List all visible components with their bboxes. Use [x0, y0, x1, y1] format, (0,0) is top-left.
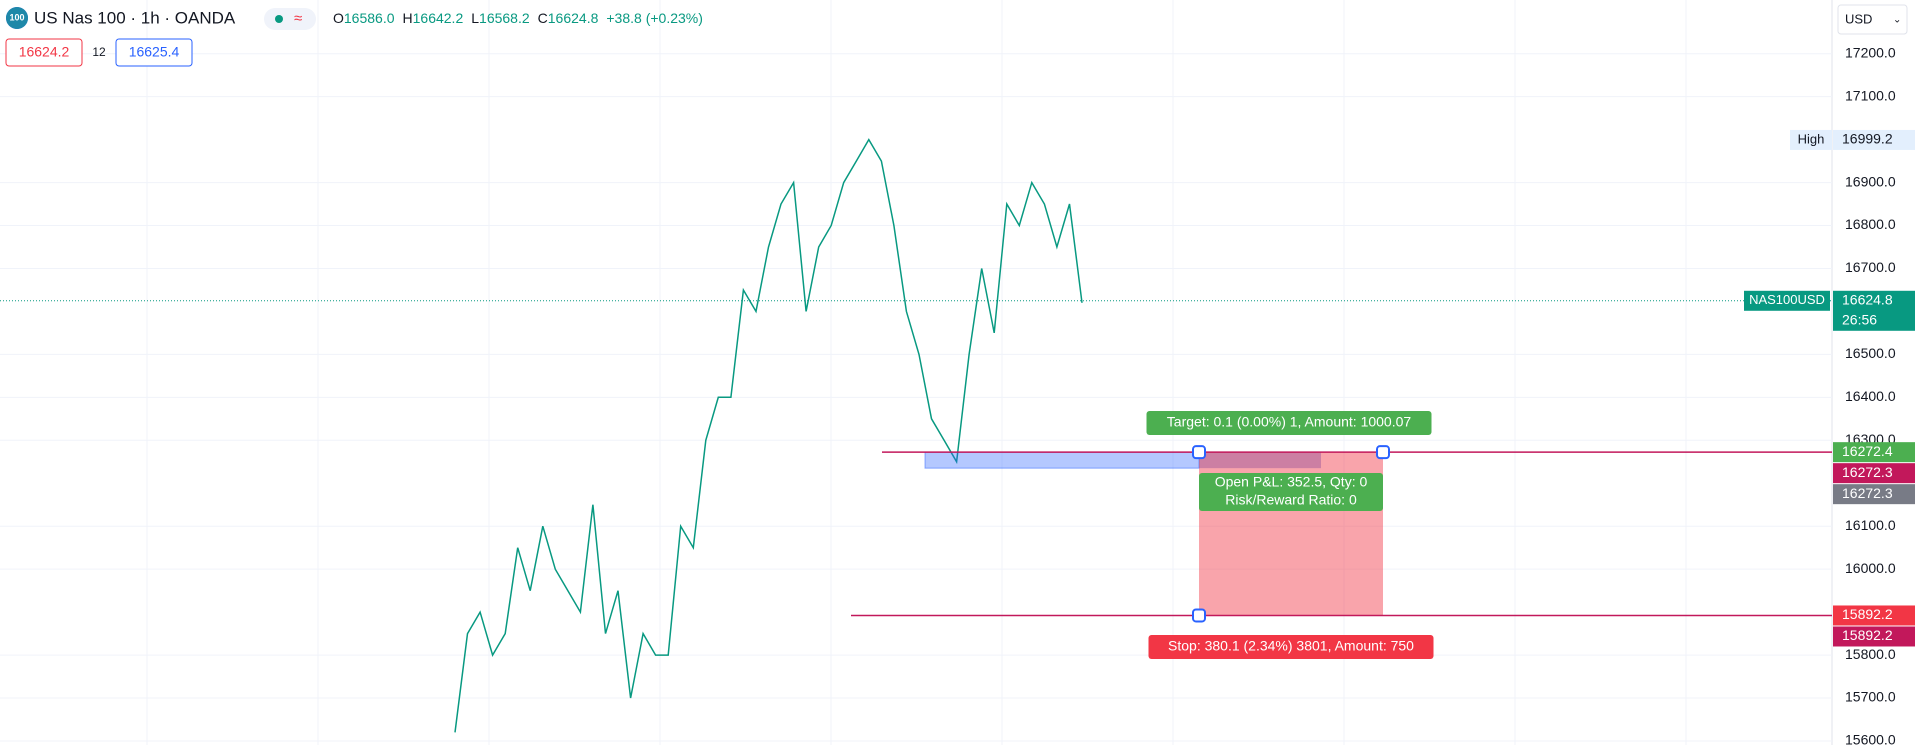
price-tag-label: 16272.4	[1842, 443, 1893, 459]
ohlc-key: C	[538, 10, 548, 26]
symbol-icon-text: 100	[9, 12, 24, 22]
buy-price: 16625.4	[129, 44, 180, 60]
last-price-tag	[1833, 290, 1915, 331]
delayed-icon: ≈	[294, 10, 302, 27]
ohlc-key: H	[403, 10, 413, 26]
price-tag	[1833, 442, 1915, 463]
sell-button[interactable]	[5, 38, 83, 67]
price-line	[454, 138, 1083, 733]
symbol-icon-fill	[6, 7, 28, 29]
plot: Target: 0.1 (0.00%) 1, Amount: 1000.07 Op…	[0, 138, 1832, 733]
high-label: High	[1798, 131, 1825, 146]
y-tick-label: 16000.0	[1845, 560, 1896, 576]
buy-button[interactable]	[115, 38, 193, 67]
y-tick-label: 16700.0	[1845, 259, 1896, 275]
y-tick-label: 17100.0	[1845, 87, 1896, 103]
drag-handle[interactable]	[1192, 608, 1206, 623]
price-tag	[1833, 626, 1915, 647]
ohlc-value: 16624.8	[548, 10, 599, 26]
y-tick-label: 16500.0	[1845, 345, 1896, 361]
grid	[0, 0, 1832, 745]
target-box	[1146, 411, 1432, 435]
y-tick-label: 16100.0	[1845, 517, 1896, 533]
price-tag-label: 16272.3	[1842, 464, 1893, 480]
countdown: 26:56	[1842, 311, 1877, 327]
last-price: 16624.8	[1842, 291, 1893, 307]
ohlc-values: O16586.0 H16642.2 L16568.2 C16624.8 +38.8 (+…	[333, 10, 703, 26]
currency: USD	[1845, 11, 1872, 26]
pnl-zone	[1199, 452, 1321, 469]
ohlc-value: 16586.0	[344, 10, 395, 26]
ohlc-value: 16642.2	[413, 10, 464, 26]
ohlc-value: 16568.2	[479, 10, 530, 26]
target-label: Target: 0.1 (0.00%) 1, Amount: 1000.07	[1167, 414, 1412, 430]
high-label-bg	[1790, 129, 1832, 150]
pnl-box	[1199, 473, 1383, 511]
price-tag	[1833, 484, 1915, 505]
price-axis: 17200.0 17100.0 16900.0 16800.0 16700.0 16500…	[1744, 44, 1915, 745]
sell-price: 16624.2	[19, 44, 70, 60]
y-tick-label: 17200.0	[1845, 44, 1896, 60]
header: 100 US Nas 100 · 1h · OANDA ≈ O16586.0 H1…	[5, 4, 1908, 67]
market-open-dot	[275, 15, 283, 23]
price-tag-label: 15892.2	[1842, 606, 1893, 622]
high-tag	[1833, 129, 1915, 150]
status-pill[interactable]	[264, 8, 316, 30]
entry-range	[924, 451, 1200, 469]
price-tag-label: 15892.2	[1842, 627, 1893, 643]
symbol-title[interactable]: US Nas 100 · 1h · OANDA	[34, 8, 236, 27]
pnl-label: Open P&L: 352.5, Qty: 0	[1215, 474, 1368, 490]
ohlc-key: O	[333, 10, 344, 26]
y-tick-label: 15600.0	[1845, 732, 1896, 745]
price-tag	[1833, 605, 1915, 626]
stop-box	[1148, 635, 1434, 659]
symbol-tag	[1744, 290, 1830, 311]
stop-label: Stop: 380.1 (2.34%) 3801, Amount: 750	[1168, 638, 1414, 654]
y-tick-label: 15700.0	[1845, 689, 1896, 705]
y-tick-label: 15800.0	[1845, 646, 1896, 662]
y-tick-label: 16800.0	[1845, 216, 1896, 232]
spread: 12	[92, 45, 106, 59]
y-tick-label: 16400.0	[1845, 388, 1896, 404]
high-value: 16999.2	[1842, 131, 1893, 147]
price-tag-label: 16272.3	[1842, 485, 1893, 501]
symbol-name: NAS100USD	[1749, 292, 1825, 307]
currency-select[interactable]	[1837, 4, 1908, 35]
change: +38.8 (+0.23%)	[606, 10, 703, 26]
drag-handle[interactable]	[1376, 445, 1390, 460]
rr-label: Risk/Reward Ratio: 0	[1225, 492, 1357, 508]
dropdown-arrow: ⌄	[1893, 15, 1901, 26]
y-tick-label: 16900.0	[1845, 173, 1896, 189]
price-tag	[1833, 463, 1915, 484]
drag-handle[interactable]	[1192, 445, 1206, 460]
ohlc-key: L	[471, 10, 479, 26]
